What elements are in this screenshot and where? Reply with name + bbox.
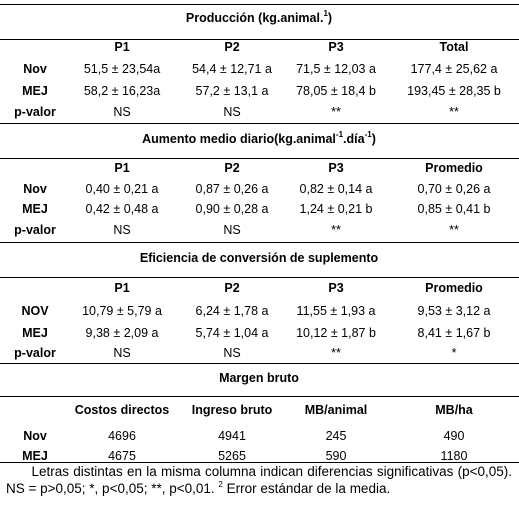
table-cell: 590 bbox=[325, 449, 347, 463]
table-cell: 4696 bbox=[108, 429, 136, 443]
table-cell: 245 bbox=[325, 429, 347, 443]
section-title-text: Margen bruto bbox=[219, 371, 299, 385]
section-title: Margen bruto bbox=[219, 370, 299, 386]
column-header: P1 bbox=[114, 281, 130, 295]
table-cell: 1,24 ± 0,21 b bbox=[299, 202, 373, 216]
table-cell: 71,5 ± 12,03 a bbox=[296, 62, 376, 76]
column-header: Total bbox=[439, 40, 469, 54]
row-label: NOV bbox=[21, 304, 49, 318]
section-title-text: ) bbox=[371, 132, 376, 146]
section-title-text: Eficiencia de conversión de suplemento bbox=[139, 251, 379, 265]
table-cell: 57,2 ± 13,1 a bbox=[195, 84, 269, 98]
row-label: Nov bbox=[23, 182, 47, 196]
table-cell: 78,05 ± 18,4 b bbox=[296, 84, 376, 98]
section-title-text: .día bbox=[343, 132, 365, 146]
table-cell: ** bbox=[449, 105, 459, 119]
section-title: Eficiencia de conversión de suplemento bbox=[140, 250, 378, 266]
row-label: Nov bbox=[23, 62, 47, 76]
section-title-superscript: -1 bbox=[364, 129, 372, 139]
table-cell: ** bbox=[449, 223, 459, 237]
table-cell: 177,4 ± 25,62 a bbox=[410, 62, 498, 76]
footnote-superscript: 2 bbox=[218, 479, 223, 489]
row-label: Nov bbox=[23, 429, 47, 443]
table-cell: 11,55 ± 1,93 a bbox=[296, 304, 376, 318]
column-header: Ingreso bruto bbox=[191, 403, 273, 417]
table-cell: 9,53 ± 3,12 a bbox=[417, 304, 491, 318]
column-header: MB/animal bbox=[304, 403, 368, 417]
table-cell: 0,87 ± 0,26 a bbox=[195, 182, 269, 196]
rule-line bbox=[0, 158, 519, 159]
table-cell: 58,2 ± 16,23a bbox=[83, 84, 161, 98]
table-cell: NS bbox=[223, 223, 241, 237]
column-header: P3 bbox=[328, 40, 344, 54]
row-label: MEJ bbox=[22, 449, 48, 463]
section-title-superscript: -1 bbox=[335, 129, 344, 139]
column-header: P2 bbox=[224, 281, 240, 295]
section-title: Producción (kg.animal.1) bbox=[185, 8, 333, 26]
footnote-text: Letras distintas en la misma columna ind… bbox=[6, 464, 512, 496]
table-cell: 51,5 ± 23,54a bbox=[83, 62, 161, 76]
rule-line bbox=[0, 242, 519, 243]
rule-line bbox=[0, 363, 519, 364]
column-header: Costos directos bbox=[74, 403, 170, 417]
rule-line bbox=[0, 123, 519, 124]
table-cell: 5265 bbox=[218, 449, 246, 463]
table-cell: 4941 bbox=[218, 429, 246, 443]
table-cell: 0,85 ± 0,41 b bbox=[417, 202, 491, 216]
rule-line bbox=[0, 39, 519, 40]
table-cell: 0,82 ± 0,14 a bbox=[299, 182, 373, 196]
table-cell: 54,4 ± 12,71 a bbox=[192, 62, 272, 76]
section-title-text: Aumento medio diario(kg.animal bbox=[142, 132, 336, 146]
table-cell: 0,90 ± 0,28 a bbox=[195, 202, 269, 216]
column-header: Promedio bbox=[425, 281, 483, 295]
table-cell: NS bbox=[223, 346, 241, 360]
table-cell: ** bbox=[331, 346, 341, 360]
column-header: Promedio bbox=[425, 161, 483, 175]
table-cell: NS bbox=[113, 346, 131, 360]
table-cell: ** bbox=[331, 223, 341, 237]
table-cell: NS bbox=[113, 223, 131, 237]
column-header: P2 bbox=[224, 161, 240, 175]
table-cell: * bbox=[451, 346, 457, 360]
row-label: p-valor bbox=[14, 346, 56, 360]
table-cell: 1180 bbox=[440, 449, 468, 463]
table-cell: 193,45 ± 28,35 b bbox=[407, 84, 501, 98]
table-cell: 8,41 ± 1,67 b bbox=[417, 326, 491, 340]
table-cell: 9,38 ± 2,09 a bbox=[85, 326, 159, 340]
section-title: Aumento medio diario(kg.animal-1.día-1) bbox=[142, 129, 376, 147]
row-label: MEJ bbox=[22, 202, 48, 216]
column-header: MB/ha bbox=[435, 403, 473, 417]
column-header: P3 bbox=[328, 161, 344, 175]
column-header: P3 bbox=[328, 281, 344, 295]
column-header: P2 bbox=[224, 40, 240, 54]
section-title-text: Producción (kg.animal. bbox=[185, 11, 324, 25]
section-title-text: ) bbox=[327, 11, 333, 25]
table-cell: 0,42 ± 0,48 a bbox=[85, 202, 159, 216]
table-cell: 490 bbox=[443, 429, 465, 443]
footnote: Letras distintas en la misma columna ind… bbox=[6, 463, 512, 497]
table-cell: 0,40 ± 0,21 a bbox=[85, 182, 159, 196]
table-cell: 0,70 ± 0,26 a bbox=[417, 182, 491, 196]
footnote-text-end: Error estándar de la media. bbox=[222, 481, 391, 496]
section-title-superscript: 1 bbox=[323, 8, 328, 18]
row-label: MEJ bbox=[22, 326, 48, 340]
rule-line bbox=[0, 462, 519, 463]
rule-line bbox=[0, 396, 519, 397]
column-header: P1 bbox=[114, 40, 130, 54]
rule-line bbox=[0, 4, 519, 5]
rule-line bbox=[0, 277, 519, 278]
row-label: MEJ bbox=[22, 84, 48, 98]
table-cell: NS bbox=[223, 105, 241, 119]
table-cell: 4675 bbox=[108, 449, 136, 463]
table-cell: 10,79 ± 5,79 a bbox=[82, 304, 162, 318]
table-cell: 5,74 ± 1,04 a bbox=[195, 326, 269, 340]
table-cell: 6,24 ± 1,78 a bbox=[195, 304, 269, 318]
row-label: p-valor bbox=[14, 223, 56, 237]
column-header: P1 bbox=[114, 161, 130, 175]
table-cell: ** bbox=[331, 105, 341, 119]
table-cell: 10,12 ± 1,87 b bbox=[296, 326, 376, 340]
table-cell: NS bbox=[113, 105, 131, 119]
row-label: p-valor bbox=[14, 105, 56, 119]
